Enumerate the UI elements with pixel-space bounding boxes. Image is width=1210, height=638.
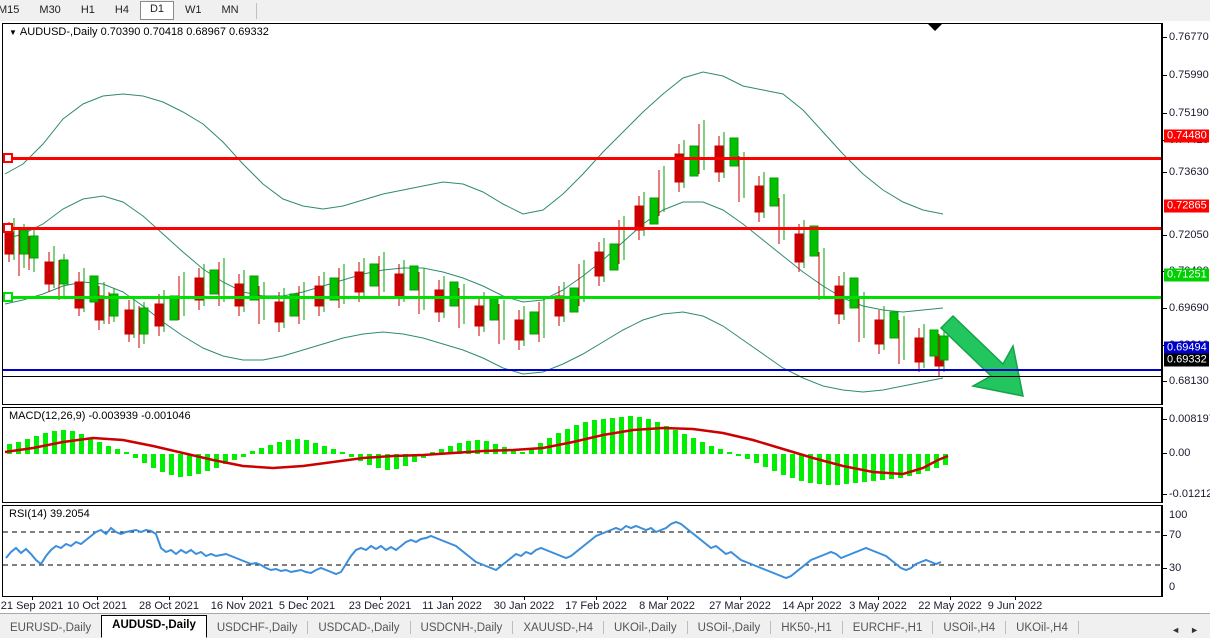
date-label: 22 May 2022 [918, 600, 982, 612]
tab-usdcad-daily[interactable]: USDCAD-,Daily [318, 622, 400, 634]
price-tick: 0.75990 [1169, 69, 1209, 81]
date-label: 3 May 2022 [849, 600, 907, 612]
price-tick: 0.75190 [1169, 107, 1209, 119]
tab-eurusd-daily[interactable]: EURUSD-,Daily [10, 622, 92, 634]
tab-ukoil-daily[interactable]: UKOil-,Daily [613, 622, 677, 634]
tab-separator [1077, 621, 1079, 634]
timeframe-d1[interactable]: D1 [139, 1, 174, 20]
macd-tick: 0.008197 [1169, 413, 1210, 425]
price-tick: 0.72050 [1169, 229, 1209, 241]
entry-line[interactable] [3, 369, 1161, 371]
tab-xauusd-h4[interactable]: XAUUSD-,H4 [523, 622, 593, 634]
rsi-line [5, 520, 942, 580]
price-tag-entry[interactable]: 0.69494 [1164, 341, 1209, 355]
tab-eurchf-h1[interactable]: EURCHF-,H1 [852, 622, 923, 634]
tab-audusd-daily[interactable]: AUDUSD-,Daily [101, 615, 207, 638]
date-label: 23 Dec 2021 [348, 600, 412, 612]
price-tick: 0.73630 [1169, 166, 1209, 178]
support-line[interactable] [3, 296, 1161, 299]
support-anchor[interactable] [3, 292, 13, 302]
price-chart-panel[interactable]: ▼ AUDUSD-,Daily 0.70390 0.70418 0.68967 0… [2, 23, 1162, 405]
tab-usdchf-daily[interactable]: USDCHF-,Daily [216, 622, 298, 634]
rsi-axis[interactable]: 100 70 30 0 [1162, 505, 1210, 597]
tab-separator [932, 621, 934, 634]
macd-tick: -0.012121 [1169, 488, 1210, 500]
price-tag-close: 0.69332 [1164, 353, 1209, 367]
macd-header: MACD(12,26,9) -0.003939 -0.001046 [7, 410, 193, 422]
tab-hk50-h1[interactable]: HK50-,H1 [781, 622, 832, 634]
resistance-line-2[interactable] [3, 227, 1161, 230]
date-label: 9 Jun 2022 [987, 600, 1043, 612]
date-axis[interactable]: 21 Sep 2021 10 Oct 2021 28 Oct 2021 16 N… [0, 596, 1210, 615]
chevron-down-icon[interactable]: ▼ [9, 28, 17, 37]
rsi-tick: 70 [1169, 529, 1182, 541]
price-chart-plot [4, 71, 1024, 397]
date-label: 30 Jan 2022 [493, 600, 555, 612]
date-label: 21 Sep 2021 [0, 600, 64, 612]
price-tick: 0.69690 [1169, 302, 1209, 314]
tab-separator [770, 621, 772, 634]
scroll-right-icon[interactable]: ► [1190, 625, 1199, 635]
rsi-tick: 30 [1169, 562, 1182, 574]
tab-usoil-daily[interactable]: USOil-,Daily [697, 622, 761, 634]
price-tag-resistance-2[interactable]: 0.72865 [1164, 199, 1209, 213]
timeframe-m30[interactable]: M30 [39, 4, 61, 16]
tab-usoil-h4[interactable]: USOil-,H4 [943, 622, 996, 634]
tab-separator [307, 621, 309, 634]
rsi-panel[interactable]: RSI(14) 39.2054 [2, 505, 1162, 597]
date-label: 10 Oct 2021 [67, 600, 127, 612]
tab-separator [602, 621, 604, 634]
price-tick: 0.76770 [1169, 31, 1209, 43]
tab-separator [686, 621, 688, 634]
tab-separator [841, 621, 843, 634]
bollinger-bands [4, 71, 944, 393]
tab-separator [409, 621, 411, 634]
date-label: 5 Dec 2021 [278, 600, 336, 612]
timeframe-h1[interactable]: H1 [80, 4, 95, 16]
timeframe-w1[interactable]: W1 [185, 4, 202, 16]
timeframe-toolbar[interactable]: M15 M30 H1 H4 D1 W1 MN [0, 0, 1210, 22]
date-label: 11 Jan 2022 [422, 600, 482, 612]
tab-usdcnh-daily[interactable]: USDCNH-,Daily [420, 622, 503, 634]
chart-area[interactable]: ▼ AUDUSD-,Daily 0.70390 0.70418 0.68967 0… [0, 21, 1210, 615]
macd-axis[interactable]: 0.008197 0.00 -0.012121 [1162, 407, 1210, 503]
date-label: 28 Oct 2021 [139, 600, 199, 612]
tab-ukoil-h4[interactable]: UKOil-,H4 [1016, 622, 1068, 634]
macd-panel[interactable]: MACD(12,26,9) -0.003939 -0.001046 [2, 407, 1162, 503]
rsi-tick: 0 [1169, 581, 1176, 593]
timeframe-m15[interactable]: M15 [0, 4, 20, 16]
macd-tick: 0.00 [1169, 447, 1191, 459]
date-label: 17 Feb 2022 [565, 600, 627, 612]
rsi-header: RSI(14) 39.2054 [7, 508, 92, 520]
date-label: 16 Nov 2021 [210, 600, 274, 612]
timeframe-h4[interactable]: H4 [114, 4, 129, 16]
chart-top-marker-triangle [928, 24, 942, 31]
macd-signal-line [4, 426, 949, 476]
date-label: 8 Mar 2022 [639, 600, 695, 612]
resistance-anchor-2[interactable] [3, 223, 13, 233]
date-label: 14 Apr 2022 [782, 600, 842, 612]
tab-separator [1005, 621, 1007, 634]
price-axis[interactable]: 0.76770 0.75990 0.75190 0.74420 0.73630 … [1162, 23, 1210, 405]
resistance-line-1[interactable] [3, 157, 1161, 160]
close-price-line [3, 376, 1161, 377]
price-chart-header-text: AUDUSD-,Daily 0.70390 0.70418 0.68967 0.… [19, 26, 269, 38]
date-label: 27 Mar 2022 [709, 600, 771, 612]
scroll-left-icon[interactable]: ◄ [1171, 625, 1181, 635]
price-tick: 0.68130 [1169, 375, 1209, 387]
price-chart-header: ▼ AUDUSD-,Daily 0.70390 0.70418 0.68967 0… [7, 26, 271, 38]
rsi-tick: 100 [1169, 509, 1188, 521]
tab-scroll-controls[interactable]: ◄ ► [1166, 625, 1210, 638]
price-tag-support[interactable]: 0.71251 [1164, 268, 1209, 282]
tab-separator [512, 621, 514, 634]
macd-plot [4, 416, 949, 485]
down-arrow-annotation [939, 314, 1024, 397]
rsi-plot [3, 520, 1161, 580]
symbol-tab-bar[interactable]: EURUSD-,Daily AUDUSD-,Daily USDCHF-,Dail… [0, 613, 1210, 638]
toolbar-separator [255, 2, 257, 19]
resistance-anchor-1[interactable] [3, 153, 13, 163]
timeframe-mn[interactable]: MN [221, 4, 239, 16]
price-tag-resistance-1[interactable]: 0.74480 [1164, 129, 1209, 143]
